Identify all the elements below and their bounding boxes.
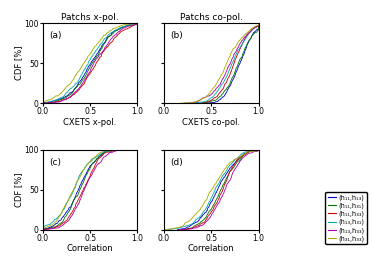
X-axis label: Correlation: Correlation <box>67 244 113 253</box>
Legend: (h₁₁,h₁₃), (h₁₁,h₃₁), (h₁₁,h₃₃), (h₁₃,h₃₁), (h₁₃,h₃₃), (h₃₁,h₃₃): (h₁₁,h₁₃), (h₁₁,h₃₁), (h₁₁,h₃₃), (h₁₃,h₃… <box>326 192 367 244</box>
X-axis label: Correlation: Correlation <box>188 244 234 253</box>
X-axis label: CXETS co-pol.: CXETS co-pol. <box>182 118 240 127</box>
Y-axis label: CDF [%]: CDF [%] <box>14 172 23 207</box>
Text: (a): (a) <box>49 31 62 40</box>
Title: Patchs x-pol.: Patchs x-pol. <box>61 13 119 22</box>
Title: Patchs co-pol.: Patchs co-pol. <box>180 13 243 22</box>
X-axis label: CXETS x-pol.: CXETS x-pol. <box>64 118 117 127</box>
Text: (b): (b) <box>170 31 183 40</box>
Y-axis label: CDF [%]: CDF [%] <box>14 46 23 80</box>
Text: (d): (d) <box>170 158 183 167</box>
Text: (c): (c) <box>49 158 61 167</box>
